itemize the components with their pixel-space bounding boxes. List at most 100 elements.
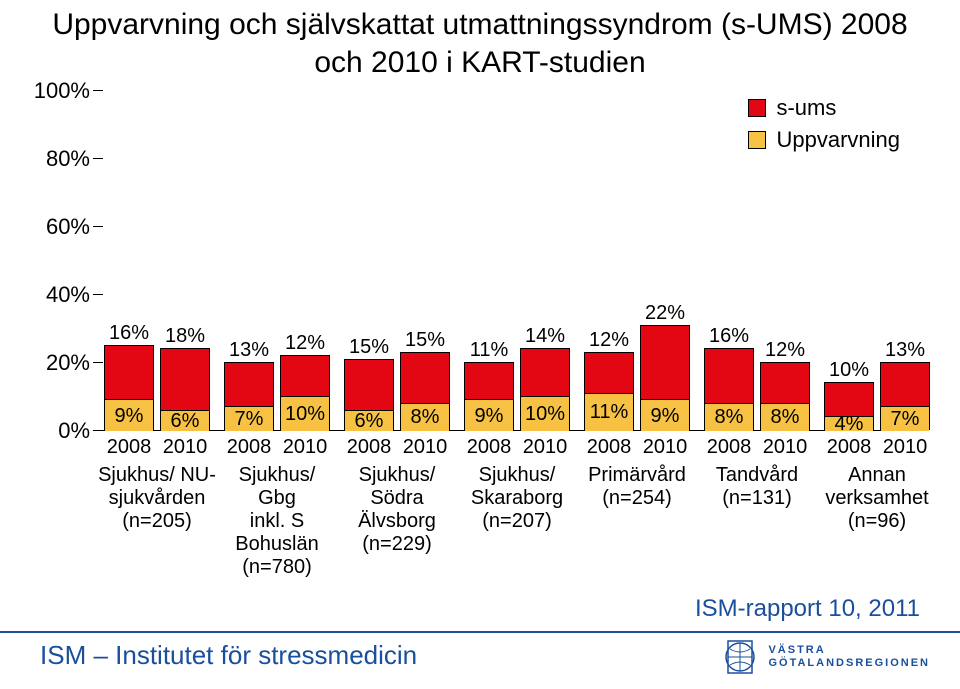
legend-item-sums: s-ums [748,95,900,121]
bar-segment-sums: 12% [761,363,809,404]
bar-segment-upp: 7% [881,407,929,431]
bar: 12%10% [280,355,330,430]
bar-segment-sums: 11% [465,363,513,400]
y-tick-mark [93,90,103,91]
bar-value-upp: 9% [641,405,689,428]
chart-title: Uppvarvning och självskattat utmattnings… [0,6,960,81]
bar-segment-upp: 8% [401,404,449,431]
footer-institute-text: ISM – Institutet för stressmedicin [40,640,417,671]
x-year-label: 2010 [880,436,930,459]
bar-value-sums: 12% [585,329,633,352]
bar-segment-upp: 6% [345,411,393,431]
x-year-label: 2010 [640,436,690,459]
bar-value-upp: 4% [825,413,873,436]
bar: 11%9% [464,362,514,430]
y-tick-label: 0% [30,418,90,444]
y-tick-mark [93,158,103,159]
bar: 14%10% [520,348,570,430]
bar-segment-upp: 9% [641,400,689,431]
x-year-label: 2008 [704,436,754,459]
y-tick-label: 100% [30,78,90,104]
bar-value-sums: 16% [105,322,153,345]
bar-value-upp: 7% [225,408,273,431]
bar-value-upp: 9% [465,405,513,428]
bar-segment-upp: 6% [161,411,209,431]
x-year-label: 2010 [280,436,330,459]
x-year-label: 2010 [160,436,210,459]
bar-segment-upp: 9% [465,400,513,431]
x-year-label: 2008 [224,436,274,459]
bar: 16%9% [104,345,154,430]
bar-value-sums: 13% [881,339,929,362]
bar-segment-upp: 8% [761,404,809,431]
bar-value-upp: 6% [161,410,209,433]
bar-value-upp: 11% [585,401,633,424]
bar-segment-sums: 15% [345,360,393,411]
bar-value-upp: 8% [705,406,753,429]
x-year-label: 2010 [520,436,570,459]
bar-segment-sums: 16% [105,346,153,400]
bar-segment-sums: 13% [225,363,273,407]
bar: 13%7% [880,362,930,430]
legend-label-sums: s-ums [776,95,836,121]
bar-value-sums: 13% [225,339,273,362]
bar: 15%8% [400,352,450,430]
bar-value-sums: 12% [281,332,329,355]
bar-segment-upp: 9% [105,400,153,431]
x-year-label: 2008 [584,436,634,459]
bar-segment-sums: 22% [641,326,689,401]
bar: 10%4% [824,382,874,430]
bar: 12%11% [584,352,634,430]
footer-divider [0,631,960,633]
legend-swatch-upp [748,131,766,149]
bar-segment-sums: 12% [585,353,633,394]
bar-segment-upp: 7% [225,407,273,431]
legend-item-upp: Uppvarvning [748,127,900,153]
legend-swatch-sums [748,99,766,117]
bar-segment-upp: 4% [825,417,873,431]
bar-segment-upp: 11% [585,394,633,431]
bar-value-upp: 10% [521,403,569,426]
legend: s-ums Uppvarvning [748,95,900,159]
bar-value-sums: 14% [521,325,569,348]
x-year-label: 2010 [760,436,810,459]
bar: 13%7% [224,362,274,430]
bar-value-upp: 7% [881,408,929,431]
bar-segment-sums: 18% [161,349,209,410]
bar-segment-sums: 16% [705,349,753,403]
x-year-label: 2008 [824,436,874,459]
bar-value-upp: 6% [345,410,393,433]
bar-segment-upp: 8% [705,404,753,431]
bar-value-sums: 11% [465,339,513,362]
bar-value-upp: 8% [401,406,449,429]
bar-segment-sums: 15% [401,353,449,404]
x-year-label: 2008 [464,436,514,459]
bar-value-sums: 15% [401,329,449,352]
bar: 18%6% [160,348,210,430]
region-logo: VÄSTRA GÖTALANDSREGIONEN [718,635,930,679]
bar-value-sums: 18% [161,325,209,348]
title-line-2: och 2010 i KART-studien [314,46,645,79]
y-tick-mark [93,226,103,227]
x-year-label: 2008 [344,436,394,459]
region-logo-icon [718,635,762,679]
bar-segment-sums: 14% [521,349,569,397]
group-label: Annanverksamhet(n=96) [817,464,937,533]
y-tick-label: 20% [30,350,90,376]
group-label: Sjukhus/ Gbginkl. SBohuslän(n=780) [217,464,337,579]
bar-value-sums: 15% [345,336,393,359]
legend-label-upp: Uppvarvning [776,127,900,153]
bar: 22%9% [640,325,690,430]
bar-segment-upp: 10% [521,397,569,431]
x-year-label: 2008 [104,436,154,459]
bar-value-sums: 22% [641,302,689,325]
group-label: Primärvård(n=254) [577,464,697,510]
bar-value-sums: 10% [825,359,873,382]
bar-segment-upp: 10% [281,397,329,431]
group-label: Sjukhus/ SödraÄlvsborg(n=229) [337,464,457,556]
bar-segment-sums: 12% [281,356,329,397]
bar-value-upp: 10% [281,403,329,426]
y-tick-mark [93,362,103,363]
group-label: Sjukhus/Skaraborg(n=207) [457,464,577,533]
x-year-label: 2010 [400,436,450,459]
